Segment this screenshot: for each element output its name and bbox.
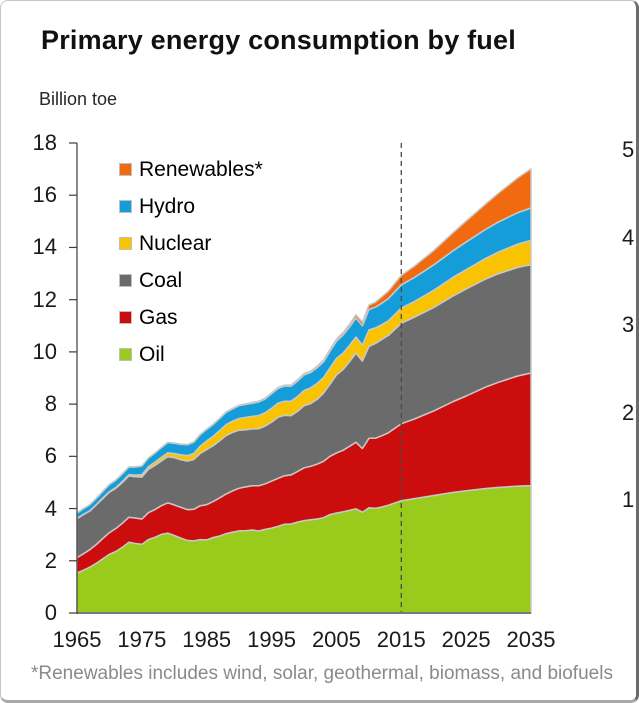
legend-swatch-icon (119, 237, 132, 250)
legend-label: Oil (139, 343, 165, 366)
y-tick-label-4: 4 (44, 495, 57, 521)
x-tick-label-2015: 2015 (376, 627, 426, 652)
footnote: *Renewables includes wind, solar, geothe… (31, 663, 613, 684)
right-axis-tick-label-4: 4 (622, 224, 635, 250)
x-tick-label-1975: 1975 (117, 627, 167, 652)
right-axis-tick-label-3: 3 (622, 312, 635, 337)
y-tick-label-14: 14 (32, 234, 57, 260)
x-tick-label-2035: 2035 (506, 627, 556, 652)
legend-item-nuclear: Nuclear (119, 225, 263, 262)
right-axis-tick-label-1: 1 (622, 487, 635, 512)
y-tick-label-6: 6 (44, 443, 57, 469)
legend-item-oil: Oil (119, 336, 263, 373)
y-axis-unit-label: Billion toe (39, 89, 118, 109)
x-tick-label-2005: 2005 (311, 627, 361, 652)
y-tick-label-0: 0 (44, 600, 57, 625)
y-tick-label-10: 10 (32, 338, 57, 364)
x-tick-label-1995: 1995 (247, 627, 297, 652)
y-tick-label-8: 8 (44, 391, 57, 417)
legend-label: Hydro (139, 195, 196, 218)
legend-item-hydro: Hydro (119, 188, 263, 225)
area-renewables (76, 168, 532, 514)
legend-label: Gas (139, 306, 178, 329)
y-tick-label-2: 2 (44, 547, 57, 573)
right-axis-tick-label-5: 5 (622, 137, 635, 162)
x-tick-label-2025: 2025 (441, 627, 491, 652)
legend-label: Coal (139, 269, 183, 292)
chart-title: Primary energy consumption by fuel (41, 25, 516, 55)
y-tick-label-12: 12 (32, 286, 57, 312)
legend-label: Renewables* (139, 158, 263, 181)
x-tick-label-1985: 1985 (182, 627, 232, 652)
x-tick-label-1965: 1965 (52, 627, 102, 652)
legend-swatch-icon (119, 200, 132, 213)
legend-swatch-icon (119, 348, 132, 361)
legend-swatch-icon (119, 274, 132, 287)
legend-item-gas: Gas (119, 299, 263, 336)
legend-item-renewables: Renewables* (119, 151, 263, 188)
legend-swatch-icon (119, 311, 132, 324)
right-axis-tick-label-2: 2 (622, 399, 635, 425)
y-tick-label-18: 18 (32, 130, 57, 155)
y-tick-label-16: 16 (32, 182, 57, 208)
legend-swatch-icon (119, 163, 132, 176)
legend-item-coal: Coal (119, 262, 263, 299)
legend-label: Nuclear (139, 232, 212, 255)
legend: Renewables* Hydro Nuclear Coal Gas Oil (119, 151, 263, 373)
